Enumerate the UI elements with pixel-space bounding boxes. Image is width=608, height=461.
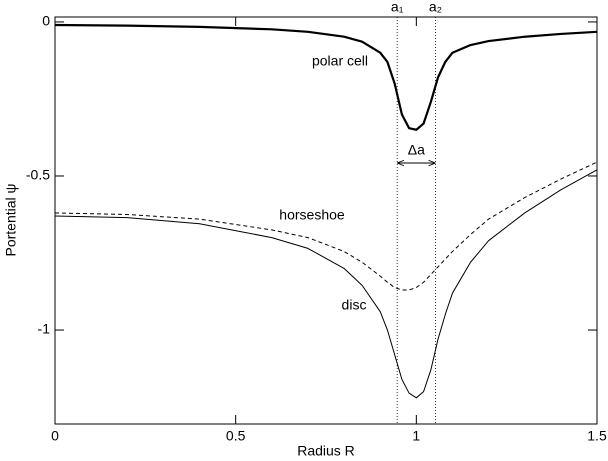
series-line (54, 169, 598, 399)
y-tick-label: 0 (42, 13, 50, 29)
series-label: horseshoe (279, 207, 345, 223)
marker-label: a₁ (391, 0, 404, 15)
series-label: polar cell (312, 53, 368, 69)
span-label: Δa (408, 142, 425, 158)
series-line (54, 23, 598, 131)
marker-label: a₂ (429, 0, 442, 15)
y-tick-label: -0.5 (26, 167, 50, 183)
y-tick-label: -1 (38, 321, 51, 337)
y-axis-label: Portential ψ (3, 183, 19, 256)
x-tick-label: 0 (51, 428, 59, 444)
series-line (54, 161, 598, 291)
x-tick-label: 1 (412, 428, 420, 444)
plot-frame (54, 16, 598, 425)
x-tick-label: 0.5 (226, 428, 246, 444)
series-label: disc (342, 297, 367, 313)
x-tick-label: 1.5 (587, 428, 607, 444)
x-axis-label: Radius R (297, 443, 355, 459)
